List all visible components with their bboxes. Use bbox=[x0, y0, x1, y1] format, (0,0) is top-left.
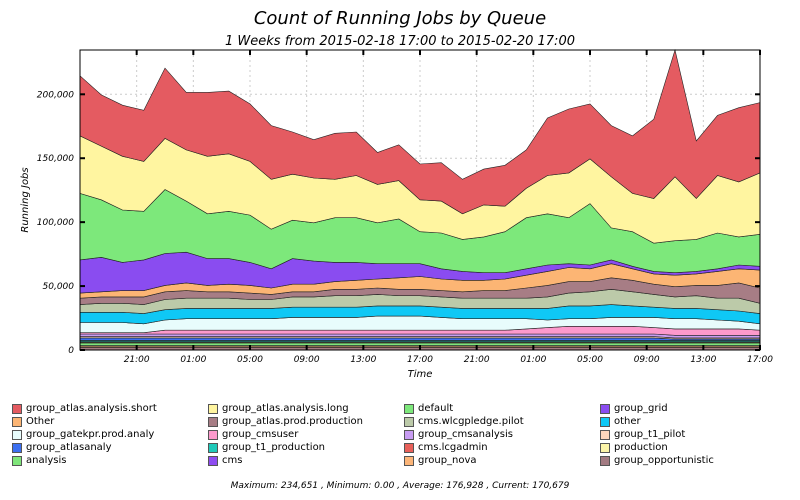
legend-item-other: Other bbox=[12, 415, 208, 428]
chart-plot: 0 50,000 100,000 150,000 200,000 21:00 01:00 05… bbox=[20, 48, 773, 380]
legend-item-group-atlas-analysis-short: group_atlas.analysis.short bbox=[12, 402, 208, 415]
legend-swatch bbox=[12, 429, 22, 440]
legend-label: group_cmsuser bbox=[222, 429, 299, 440]
legend-item-default: default bbox=[404, 402, 600, 415]
legend-swatch bbox=[12, 403, 22, 414]
legend-label: group_nova bbox=[418, 455, 477, 466]
legend-label: group_atlas.analysis.long bbox=[222, 403, 349, 414]
x-tick-label: 21:00 bbox=[124, 355, 150, 365]
legend-item-cms-wlcgpledge-pilot: cms.wlcgpledge.pilot bbox=[404, 415, 600, 428]
x-tick-label: 21:00 bbox=[464, 355, 490, 365]
x-tick-label: 17:00 bbox=[407, 355, 433, 365]
legend-label: cms bbox=[222, 455, 243, 466]
x-tick-label: 13:00 bbox=[350, 355, 376, 365]
legend-label: cms.wlcgpledge.pilot bbox=[418, 416, 524, 427]
legend-item-other: other bbox=[600, 415, 796, 428]
legend-item-cms-lcgadmin: cms.lcgadmin bbox=[404, 441, 600, 454]
legend-label: group_atlas.prod.production bbox=[222, 416, 363, 427]
y-tick-label: 100,000 bbox=[37, 218, 74, 228]
legend-item-group-grid: group_grid bbox=[600, 402, 796, 415]
y-axis-label: Running Jobs bbox=[20, 167, 31, 232]
legend-label: group_atlas.analysis.short bbox=[26, 403, 157, 414]
x-tick-label: 09:00 bbox=[294, 355, 320, 365]
legend-swatch bbox=[208, 442, 218, 453]
legend: group_atlas.analysis.short group_atlas.an… bbox=[12, 402, 792, 467]
legend-swatch bbox=[404, 403, 414, 414]
legend-item-production: production bbox=[600, 441, 796, 454]
x-tick-label: 01:00 bbox=[180, 355, 206, 365]
y-tick-label: 200,000 bbox=[37, 90, 74, 100]
legend-swatch bbox=[600, 403, 610, 414]
legend-label: group_cmsanalysis bbox=[418, 429, 513, 440]
legend-swatch bbox=[208, 455, 218, 466]
legend-item-analysis: analysis bbox=[12, 454, 208, 467]
legend-label: group_gatekpr.prod.analy bbox=[26, 429, 155, 440]
axis-layer: 0 50,000 100,000 150,000 200,000 21:00 01:00 05… bbox=[37, 50, 773, 365]
x-tick-label: 05:00 bbox=[237, 355, 263, 365]
legend-swatch bbox=[600, 455, 610, 466]
legend-swatch bbox=[12, 442, 22, 453]
legend-item-cms: cms bbox=[208, 454, 404, 467]
legend-item-group-t1-pilot: group_t1_pilot bbox=[600, 428, 796, 441]
legend-swatch bbox=[208, 403, 218, 414]
legend-item-group-atlasanaly: group_atlasanaly bbox=[12, 441, 208, 454]
legend-item-group-t1-production: group_t1_production bbox=[208, 441, 404, 454]
legend-swatch bbox=[600, 442, 610, 453]
x-tick-label: 17:00 bbox=[747, 355, 773, 365]
legend-item-group-cmsuser: group_cmsuser bbox=[208, 428, 404, 441]
x-tick-label: 01:00 bbox=[520, 355, 546, 365]
legend-item-group-atlas-analysis-long: group_atlas.analysis.long bbox=[208, 402, 404, 415]
legend-item-group-cmsanalysis: group_cmsanalysis bbox=[404, 428, 600, 441]
x-tick-label: 13:00 bbox=[690, 355, 716, 365]
legend-label: default bbox=[418, 403, 454, 414]
legend-item-group-gatekpr-prod-analy: group_gatekpr.prod.analy bbox=[12, 428, 208, 441]
x-tick-label: 09:00 bbox=[634, 355, 660, 365]
legend-label: group_grid bbox=[614, 403, 668, 414]
legend-item-group-nova: group_nova bbox=[404, 454, 600, 467]
legend-item-group-atlas-prod-production: group_atlas.prod.production bbox=[208, 415, 404, 428]
legend-swatch bbox=[600, 429, 610, 440]
y-tick-label: 150,000 bbox=[37, 154, 74, 164]
x-axis-label: Time bbox=[408, 369, 433, 380]
y-tick-label: 0 bbox=[68, 346, 74, 356]
chart-title: Count of Running Jobs by Queue bbox=[253, 8, 547, 29]
legend-label: production bbox=[614, 442, 668, 453]
legend-label: analysis bbox=[26, 455, 67, 466]
legend-label: group_atlasanaly bbox=[26, 442, 112, 453]
legend-swatch bbox=[404, 455, 414, 466]
legend-label: group_opportunistic bbox=[614, 455, 714, 466]
legend-label: other bbox=[614, 416, 641, 427]
chart-subtitle: 1 Weeks from 2015-02-18 17:00 to 2015-02… bbox=[225, 34, 575, 49]
chart-footer-stats: Maximum: 234,651 , Minimum: 0.00 , Avera… bbox=[230, 481, 570, 491]
legend-label: group_t1_production bbox=[222, 442, 326, 453]
legend-swatch bbox=[208, 416, 218, 427]
legend-label: group_t1_pilot bbox=[614, 429, 686, 440]
legend-swatch bbox=[12, 416, 22, 427]
legend-label: Other bbox=[26, 416, 55, 427]
x-tick-label: 05:00 bbox=[577, 355, 603, 365]
legend-swatch bbox=[404, 429, 414, 440]
legend-swatch bbox=[600, 416, 610, 427]
legend-swatch bbox=[404, 416, 414, 427]
legend-swatch bbox=[404, 442, 414, 453]
y-tick-label: 50,000 bbox=[43, 282, 75, 292]
legend-label: cms.lcgadmin bbox=[418, 442, 488, 453]
legend-swatch bbox=[12, 455, 22, 466]
legend-item-group-opportunistic: group_opportunistic bbox=[600, 454, 796, 467]
legend-swatch bbox=[208, 429, 218, 440]
